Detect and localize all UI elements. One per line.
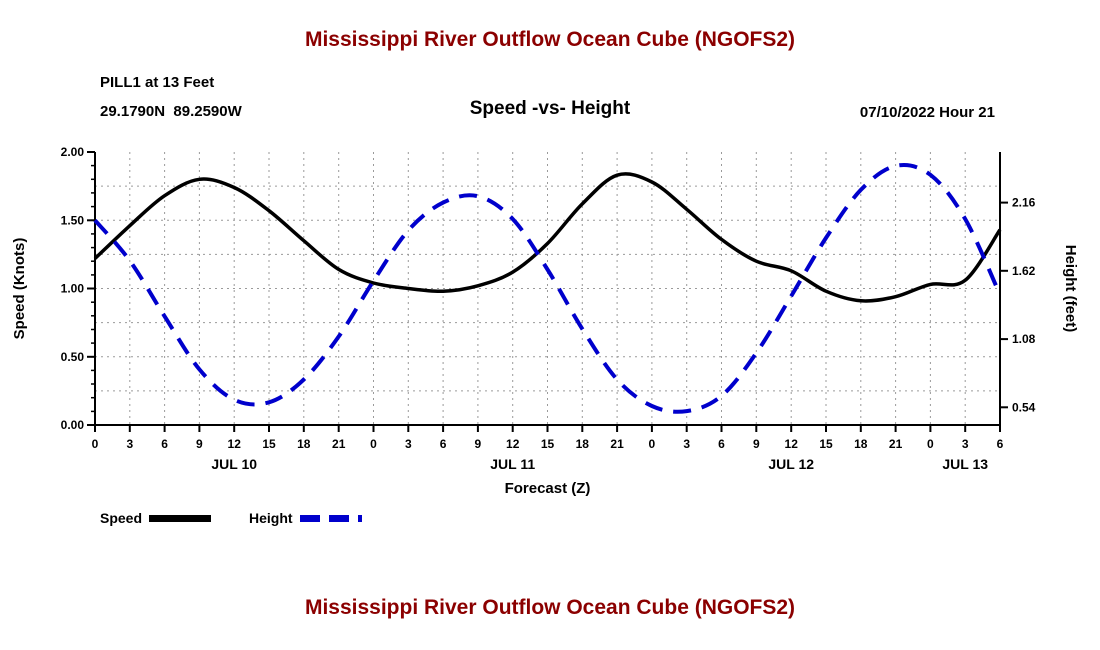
svg-text:6: 6: [161, 437, 168, 451]
svg-text:12: 12: [228, 437, 242, 451]
svg-text:12: 12: [785, 437, 799, 451]
svg-text:2.00: 2.00: [61, 145, 85, 159]
svg-text:JUL 10: JUL 10: [211, 456, 257, 472]
series-height-line: [93, 163, 1002, 414]
svg-text:15: 15: [819, 437, 833, 451]
legend-speed-line-swatch: [149, 514, 212, 522]
svg-text:3: 3: [962, 437, 969, 451]
chart-main-title: Mississippi River Outflow Ocean Cube (NG…: [304, 28, 796, 51]
chart-legend: Speed Height: [100, 510, 362, 526]
svg-text:12: 12: [506, 437, 520, 451]
svg-text:6: 6: [718, 437, 725, 451]
svg-text:6: 6: [440, 437, 447, 451]
svg-text:2.16: 2.16: [1012, 196, 1036, 210]
svg-text:0.50: 0.50: [61, 350, 85, 364]
svg-text:21: 21: [332, 437, 346, 451]
legend-speed-label: Speed: [100, 510, 143, 526]
svg-text:1.08: 1.08: [1012, 332, 1036, 346]
svg-text:1.00: 1.00: [61, 282, 85, 296]
svg-text:3: 3: [126, 437, 133, 451]
svg-text:1.62: 1.62: [1012, 264, 1036, 278]
station-coords-label: 29.1790N 89.2590W: [100, 103, 242, 120]
svg-text:6: 6: [997, 437, 1004, 451]
svg-text:JUL 11: JUL 11: [490, 456, 535, 472]
svg-text:18: 18: [854, 437, 868, 451]
chart-subtitle: Speed -vs- Height: [469, 98, 631, 119]
svg-text:0: 0: [927, 437, 934, 451]
legend-height-label: Height: [249, 510, 293, 526]
svg-text:1.50: 1.50: [61, 213, 85, 227]
svg-text:9: 9: [196, 437, 203, 451]
svg-text:0: 0: [649, 437, 656, 451]
legend-height-line-swatch: [299, 514, 362, 522]
svg-text:0.54: 0.54: [1012, 400, 1036, 414]
svg-text:3: 3: [405, 437, 412, 451]
svg-text:15: 15: [541, 437, 555, 451]
svg-text:JUL 12: JUL 12: [768, 456, 814, 472]
svg-text:JUL 13: JUL 13: [942, 456, 988, 472]
svg-text:Speed (Knots): Speed (Knots): [11, 238, 28, 340]
svg-text:9: 9: [753, 437, 760, 451]
svg-text:0.00: 0.00: [61, 418, 85, 432]
chart-datetime-label: 07/10/2022 Hour 21: [859, 104, 995, 121]
svg-text:3: 3: [683, 437, 690, 451]
svg-text:Forecast (Z): Forecast (Z): [505, 480, 591, 497]
second-chart-title: Mississippi River Outflow Ocean Cube (NG…: [304, 596, 796, 619]
station-id-label: PILL1 at 13 Feet: [100, 74, 215, 91]
svg-text:15: 15: [262, 437, 276, 451]
svg-text:18: 18: [297, 437, 311, 451]
svg-text:0: 0: [370, 437, 377, 451]
svg-text:9: 9: [475, 437, 482, 451]
chart-plot-area: 0 3 6 9 12 15 18 21 0 3 6 9 12 15 18 21 0 3 6 9 12 15 18 21 0 3 6 J…: [11, 145, 1079, 497]
series-speed-line: [93, 172, 1002, 303]
svg-text:21: 21: [889, 437, 903, 451]
svg-text:0: 0: [92, 437, 99, 451]
svg-text:18: 18: [576, 437, 590, 451]
svg-text:21: 21: [610, 437, 624, 451]
svg-text:Height (feet): Height (feet): [1062, 245, 1079, 333]
